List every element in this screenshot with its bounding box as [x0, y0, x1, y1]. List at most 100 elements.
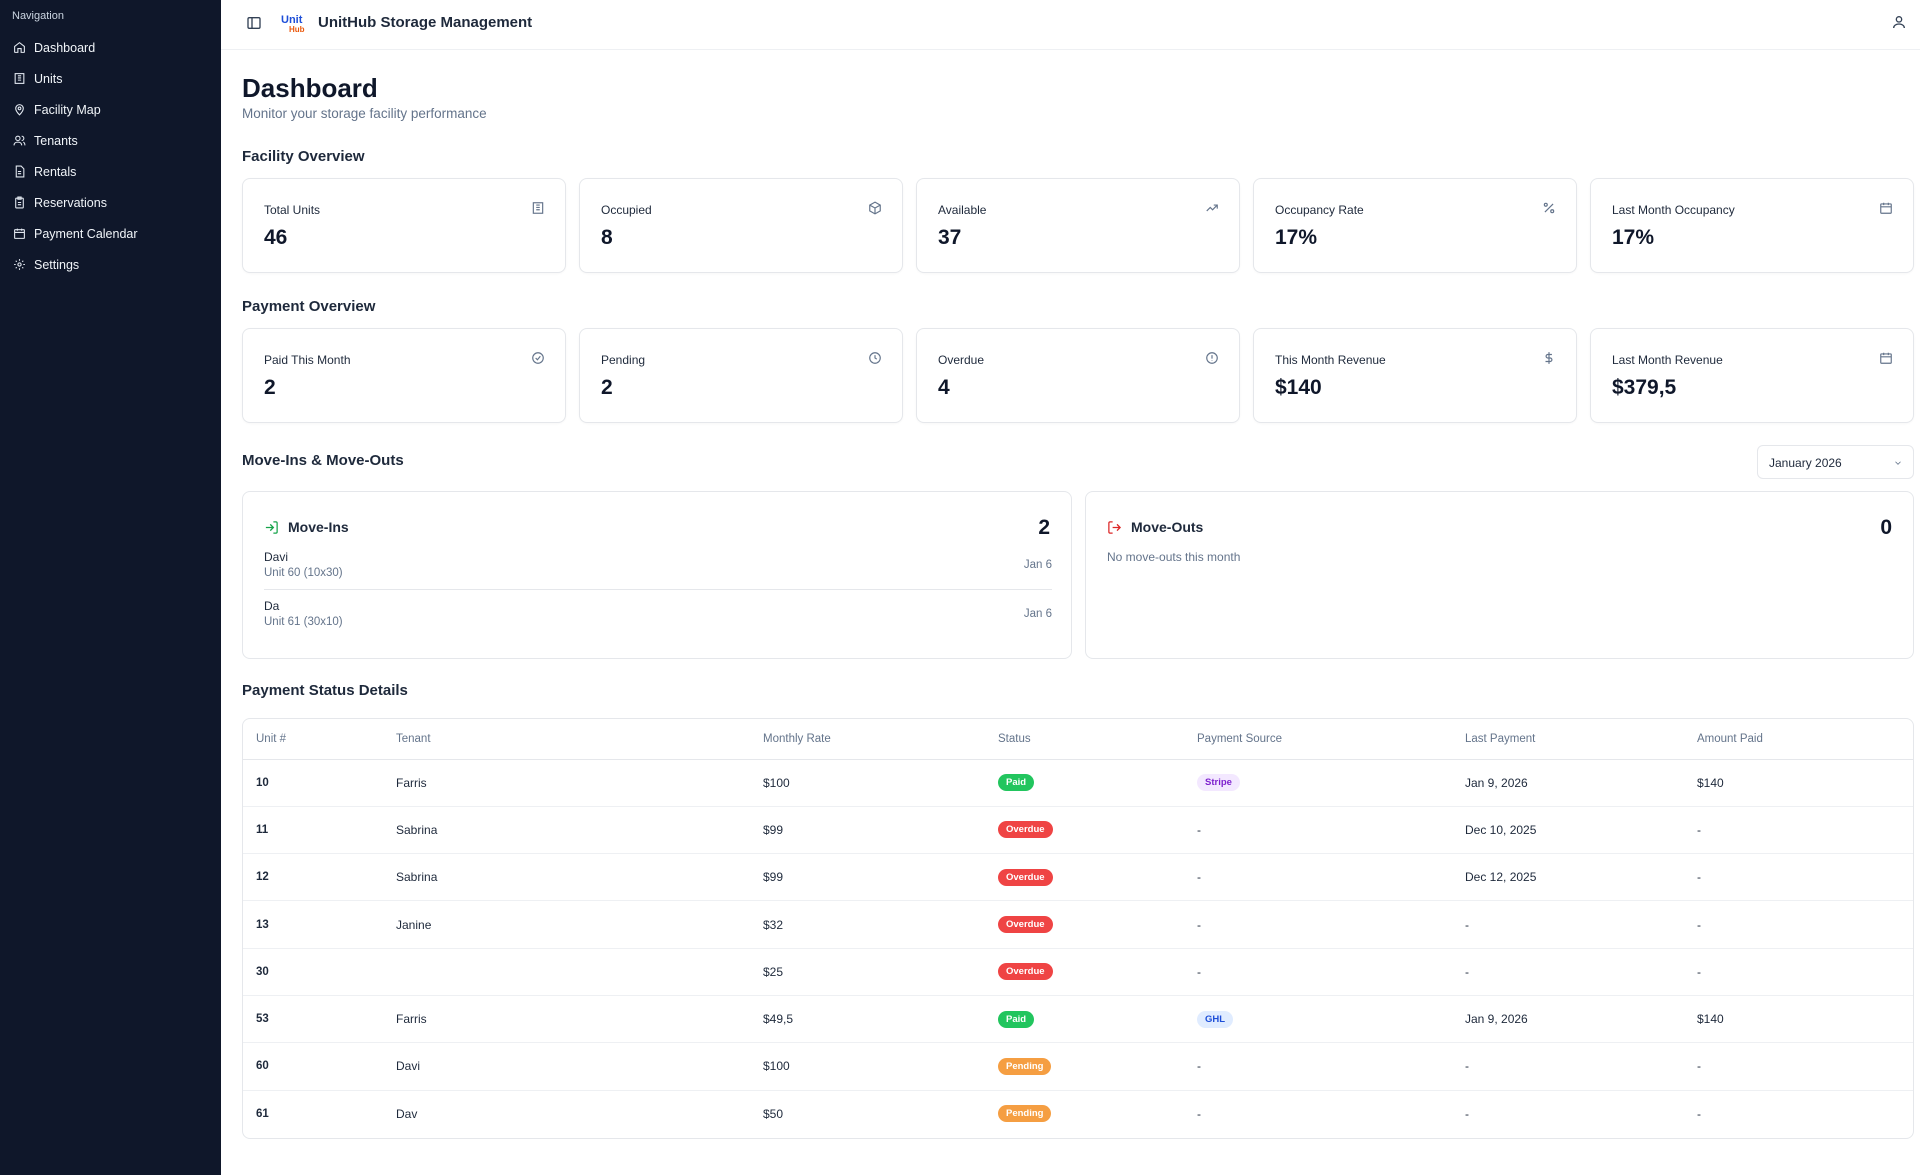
alert-circle-icon: [1206, 352, 1218, 364]
page-subtitle: Monitor your storage facility performanc…: [242, 106, 487, 121]
sidebar-item-reservations[interactable]: Reservations: [0, 187, 221, 218]
table-row[interactable]: 61 Dav $50 Pending - - -: [243, 1090, 1913, 1137]
sidebar-item-units[interactable]: Units: [0, 63, 221, 94]
sidebar-item-settings[interactable]: Settings: [0, 249, 221, 280]
source-cell: -: [1184, 1042, 1452, 1091]
source-badge: GHL: [1197, 1010, 1234, 1028]
move-in-entry: Davi Unit 60 (10x30) Jan 6: [264, 550, 1052, 597]
sidebar-item-tenants[interactable]: Tenants: [0, 125, 221, 156]
stat-value: $140: [1275, 376, 1322, 399]
stat-card-occupied: Occupied 8: [579, 178, 903, 273]
column-header: Amount Paid: [1684, 719, 1913, 760]
table-row[interactable]: 10 Farris $100 Paid Stripe Jan 9, 2026 $140: [243, 759, 1913, 807]
source-cell: -: [1184, 853, 1452, 902]
stat-card-paid-this-month: Paid This Month 2: [242, 328, 566, 423]
move-in-unit: Unit 61 (30x10): [264, 616, 343, 628]
rate-cell: $49,5: [750, 995, 985, 1044]
calendar-icon: [1880, 202, 1892, 214]
table-row[interactable]: 12 Sabrina $99 Overdue - Dec 12, 2025-: [243, 853, 1913, 902]
rate-cell: $99: [750, 806, 985, 855]
stat-value: 17%: [1275, 226, 1318, 249]
table-row[interactable]: 13 Janine $32 Overdue - - -: [243, 900, 1913, 949]
column-header: Status: [985, 719, 1184, 760]
status-badge: Paid: [998, 1010, 1035, 1028]
map-pin-icon: [15, 104, 24, 116]
move-ins-count: 2: [1038, 516, 1050, 539]
amount-paid-cell: -: [1684, 900, 1913, 949]
sidebar-item-payment-calendar[interactable]: Payment Calendar: [0, 218, 221, 249]
amount-paid-cell: -: [1684, 948, 1913, 996]
stat-value: 2: [601, 376, 613, 399]
status-cell: Overdue: [985, 900, 1184, 949]
tenant-cell: Dav: [396, 1106, 418, 1121]
stat-label: Available: [938, 203, 987, 217]
stat-value: 8: [601, 226, 613, 249]
calendar-icon: [14, 228, 25, 239]
unit-cell: 12: [243, 853, 383, 902]
stat-label: This Month Revenue: [1275, 353, 1386, 367]
clipboard-icon: [15, 196, 24, 209]
last-payment-cell: -: [1452, 900, 1684, 949]
status-cell: Overdue: [985, 948, 1184, 996]
stat-card-total-units: Total Units 46: [242, 178, 566, 273]
status-cell: Pending: [985, 1090, 1184, 1137]
unit-cell: 11: [243, 806, 383, 855]
last-payment-cell: -: [1452, 948, 1684, 996]
move-outs-header: Move-Outs: [1107, 519, 1203, 535]
stat-card-last-month-occupancy: Last Month Occupancy 17%: [1590, 178, 1914, 273]
stat-label: Occupancy Rate: [1275, 203, 1364, 217]
payment-status-title: Payment Status Details: [242, 682, 408, 699]
move-outs-card: Move-Outs 0 No move-outs this month: [1085, 491, 1914, 659]
column-header: Payment Source: [1184, 719, 1452, 760]
facility-overview-title: Facility Overview: [242, 148, 365, 165]
amount-paid-cell: -: [1684, 853, 1913, 902]
sidebar-item-label: Tenants: [34, 133, 78, 148]
payment-overview-title: Payment Overview: [242, 298, 376, 315]
stat-label: Paid This Month: [264, 353, 351, 367]
table-row[interactable]: 30 $25 Overdue - - -: [243, 948, 1913, 996]
move-in-date: Jan 6: [1023, 559, 1052, 571]
table-row[interactable]: 53 Farris $49,5 Paid GHL Jan 9, 2026 $140: [243, 995, 1913, 1044]
stat-label: Last Month Revenue: [1612, 353, 1723, 367]
source-cell: -: [1184, 806, 1452, 855]
tenant-cell: Sabrina: [383, 853, 750, 902]
amount-paid-cell: $140: [1684, 995, 1913, 1044]
last-payment-cell: Dec 12, 2025: [1452, 853, 1684, 902]
column-header: Last Payment: [1452, 719, 1684, 760]
column-header: Monthly Rate: [750, 719, 985, 760]
stat-value: 37: [938, 226, 962, 249]
stat-card-occupancy-rate: Occupancy Rate 17%: [1253, 178, 1577, 273]
sidebar-item-facility-map[interactable]: Facility Map: [0, 94, 221, 125]
sidebar-item-rentals[interactable]: Rentals: [0, 156, 221, 187]
table-row[interactable]: 60 Davi $100 Pending - - -: [243, 1042, 1913, 1091]
stat-value: $379,5: [1612, 376, 1677, 399]
source-cell: -: [1184, 900, 1452, 949]
move-outs-title: Move-Outs: [1131, 519, 1204, 535]
stat-card-this-month-revenue: This Month Revenue $140: [1253, 328, 1577, 423]
page-title: Dashboard: [242, 73, 378, 103]
month-select[interactable]: January 2026: [1757, 445, 1914, 479]
stat-label: Occupied: [601, 203, 652, 217]
sidebar-toggle-icon[interactable]: [246, 15, 262, 31]
stat-card-overdue: Overdue 4: [916, 328, 1240, 423]
amount-paid-cell: -: [1684, 1042, 1913, 1091]
home-icon: [14, 41, 25, 53]
gear-icon: [14, 259, 25, 270]
chevron-down-icon: [1895, 461, 1901, 465]
sidebar-item-dashboard[interactable]: Dashboard: [0, 32, 221, 63]
rate-cell: $32: [750, 900, 985, 949]
move-in-tenant: Davi: [264, 550, 289, 564]
svg-text:Unit: Unit: [281, 14, 303, 26]
table-body: 10 Farris $100 Paid Stripe Jan 9, 2026 $140 11 S…: [243, 759, 1913, 1137]
sidebar-item-label: Settings: [34, 257, 80, 272]
table-row[interactable]: 11 Sabrina $99 Overdue - Dec 10, 2025-: [243, 806, 1913, 855]
stat-value: 46: [264, 226, 288, 249]
rate-cell: $100: [750, 1042, 985, 1091]
unit-cell: 10: [243, 759, 383, 807]
stat-label: Overdue: [938, 353, 985, 367]
moves-title: Move-Ins & Move-Outs: [242, 452, 404, 469]
user-icon[interactable]: [1891, 14, 1907, 30]
stat-value: 4: [938, 376, 950, 399]
table-header-row: Unit # Tenant Monthly Rate Status Paymen…: [243, 719, 1913, 760]
source-cell: -: [1197, 1106, 1201, 1121]
